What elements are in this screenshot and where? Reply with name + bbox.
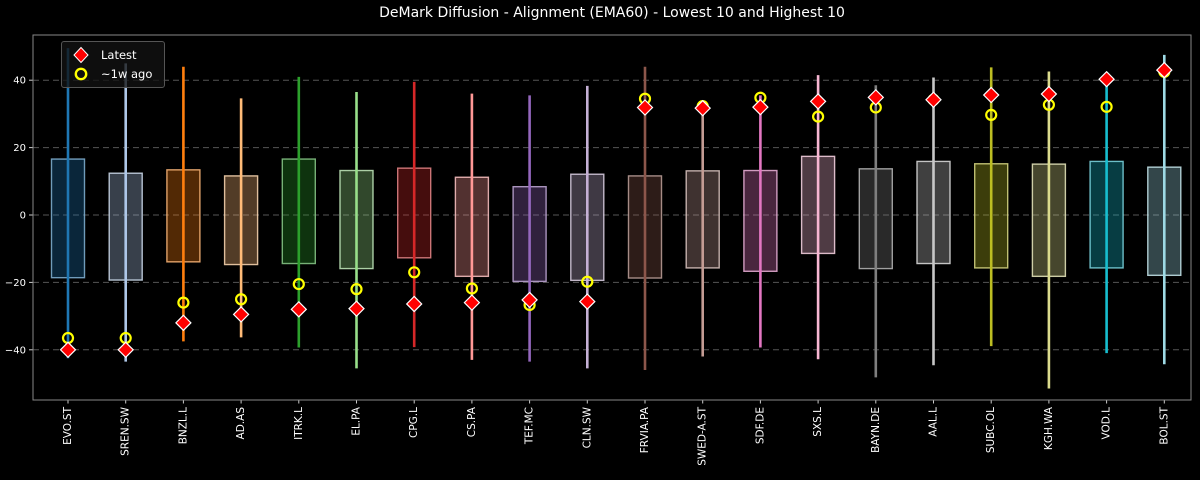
latest-marker-AAL.L — [925, 91, 942, 109]
week-ago-marker-CLN.SW — [581, 275, 594, 288]
latest-marker-CLN.SW — [578, 293, 596, 310]
week-ago-marker-BNZL.L — [177, 296, 190, 309]
x-tick-label-EL.PA: EL.PA — [351, 406, 363, 435]
week-ago-marker-ITRK.L — [292, 277, 305, 291]
latest-marker-SUBC.OL — [982, 86, 1000, 104]
x-tick-label-FRVIA.PA: FRVIA.PA — [639, 406, 651, 453]
latest-marker-SDF.DE — [752, 98, 769, 116]
latest-marker-ITRK.L — [290, 301, 308, 318]
week-ago-marker-CPG.L — [408, 266, 421, 279]
latest-diamond-shape — [73, 46, 89, 64]
latest-marker-TEF.MC — [521, 291, 538, 309]
latest-marker-BOL.ST — [1155, 61, 1173, 79]
week-ago-circle-shape — [74, 67, 88, 81]
latest-marker-AD.AS — [232, 306, 250, 323]
latest-marker-CPG.L — [405, 295, 423, 313]
legend-label-latest: Latest — [101, 48, 137, 62]
x-tick-label-CPG.L: CPG.L — [408, 407, 420, 438]
y-tick-label-20: 20 — [13, 143, 26, 154]
latest-marker-BNZL.L — [175, 314, 192, 332]
x-tick-label-AAL.L: AAL.L — [928, 407, 940, 437]
latest-diamond-icon — [69, 46, 93, 64]
x-tick-label-AD.AS: AD.AS — [235, 407, 247, 440]
latest-marker-EVO.ST — [59, 341, 77, 359]
legend: Latest ~1w ago — [61, 41, 166, 88]
latest-marker-FRVIA.PA — [636, 99, 654, 116]
x-tick-label-KGH.WA: KGH.WA — [1043, 406, 1055, 450]
x-tick-label-ITRK.L: ITRK.L — [293, 407, 305, 440]
x-tick-label-VOD.L: VOD.L — [1101, 407, 1113, 440]
latest-marker-SREN.SW — [117, 341, 135, 359]
latest-marker-CS.PA — [463, 294, 481, 311]
latest-marker-BAYN.DE — [867, 89, 885, 106]
x-tick-label-SDF.DE: SDF.DE — [754, 407, 766, 444]
x-tick-label-TEF.MC: TEF.MC — [524, 407, 536, 445]
x-tick-label-BOL.ST: BOL.ST — [1158, 406, 1170, 444]
week-ago-circle-icon — [69, 66, 93, 82]
x-tick-label-SREN.SW: SREN.SW — [120, 406, 132, 455]
y-tick-label--40: −40 — [5, 345, 26, 356]
legend-item-latest: Latest — [69, 46, 152, 64]
x-tick-label-BNZL.L: BNZL.L — [177, 407, 189, 444]
latest-marker-EL.PA — [348, 300, 365, 318]
y-tick-label-40: 40 — [13, 76, 26, 87]
week-ago-marker-VOD.L — [1100, 100, 1113, 113]
x-tick-label-SXS.L: SXS.L — [812, 407, 824, 437]
latest-marker-SXS.L — [809, 93, 827, 110]
x-tick-label-EVO.ST: EVO.ST — [62, 406, 74, 444]
week-ago-marker-SXS.L — [811, 110, 825, 123]
x-tick-label-SUBC.OL: SUBC.OL — [985, 407, 997, 453]
week-ago-marker-CS.PA — [465, 282, 478, 295]
x-tick-label-BAYN.DE: BAYN.DE — [870, 407, 882, 453]
latest-marker-SWED-A.ST — [694, 99, 712, 117]
week-ago-marker-AD.AS — [235, 293, 248, 306]
x-tick-label-CLN.SW: CLN.SW — [581, 406, 593, 448]
legend-item-week-ago: ~1w ago — [69, 66, 152, 82]
week-ago-marker-SUBC.OL — [985, 108, 998, 122]
week-ago-marker-EL.PA — [350, 283, 363, 296]
latest-marker-KGH.WA — [1040, 85, 1058, 103]
y-tick-label--20: −20 — [5, 278, 26, 289]
x-tick-label-SWED-A.ST: SWED-A.ST — [697, 406, 709, 465]
latest-marker-VOD.L — [1098, 70, 1115, 88]
chart-title: DeMark Diffusion - Alignment (EMA60) - L… — [379, 5, 845, 21]
axes-frame — [32, 34, 1192, 401]
y-tick-label-0: 0 — [20, 211, 26, 222]
x-tick-label-CS.PA: CS.PA — [466, 406, 478, 437]
legend-label-week-ago: ~1w ago — [101, 67, 153, 81]
